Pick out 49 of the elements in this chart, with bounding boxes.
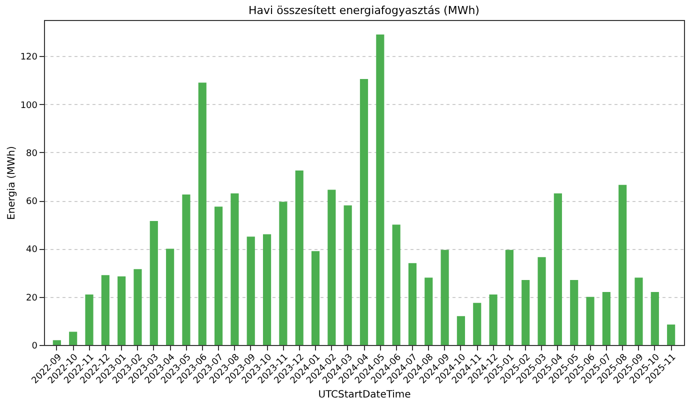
bar	[118, 276, 126, 345]
bar	[505, 250, 514, 345]
bar	[134, 269, 142, 345]
y-tick-label: 100	[20, 100, 38, 111]
bar	[69, 332, 78, 345]
bar	[246, 236, 255, 345]
bar	[166, 248, 174, 345]
y-axis-title: Energia (MWh)	[6, 146, 18, 220]
y-tick-label: 40	[26, 245, 38, 256]
bar	[311, 251, 320, 345]
bar	[101, 275, 110, 345]
bar	[52, 340, 61, 345]
bar	[295, 170, 304, 345]
x-axis-title: UTCStartDateTime	[318, 389, 411, 400]
bar	[650, 292, 659, 345]
bar	[634, 278, 643, 345]
bar	[602, 292, 610, 345]
bar	[440, 250, 449, 345]
y-tick-label: 20	[26, 293, 38, 304]
bar	[214, 206, 223, 345]
bar	[360, 78, 368, 345]
bar	[586, 296, 594, 345]
bar	[230, 193, 239, 345]
bar	[85, 294, 94, 345]
bar	[554, 193, 562, 345]
y-tick-label: 60	[26, 197, 38, 208]
bar	[344, 205, 352, 345]
bar	[182, 194, 190, 345]
bar	[279, 202, 288, 345]
bar	[408, 263, 417, 345]
bar	[618, 184, 627, 345]
bar	[392, 224, 400, 345]
bar	[198, 82, 206, 345]
bar	[570, 280, 578, 345]
y-tick-label: 80	[26, 148, 38, 159]
bar	[328, 190, 336, 345]
chart-title: Havi összesített energiafogyasztás (MWh)	[248, 4, 480, 17]
bar	[667, 324, 676, 345]
bar	[456, 316, 466, 345]
y-tick-label: 120	[20, 52, 38, 63]
bar	[376, 34, 384, 345]
bar	[473, 302, 482, 345]
bar	[538, 257, 546, 345]
bar	[262, 234, 272, 345]
bar	[522, 280, 530, 345]
bar	[150, 221, 158, 345]
y-tick-label: 0	[32, 342, 38, 352]
bar	[489, 294, 498, 345]
bar	[424, 278, 433, 345]
